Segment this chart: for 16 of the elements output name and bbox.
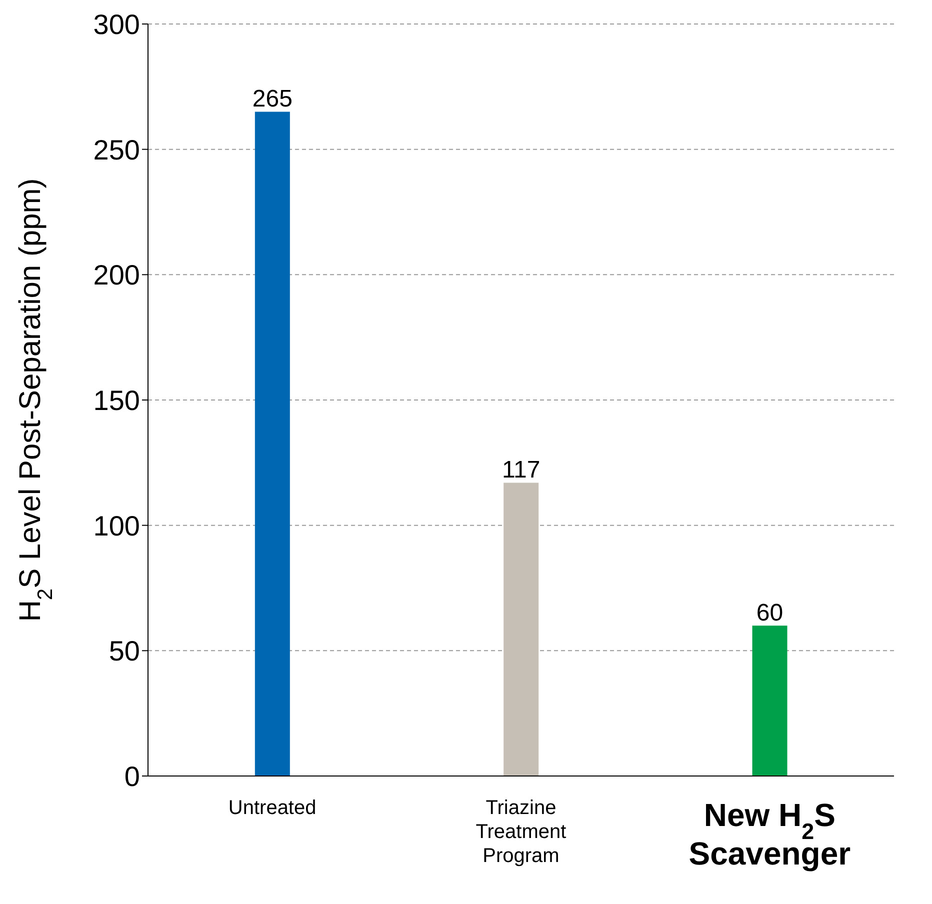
bar: [504, 482, 539, 776]
x-tick-label: Untreated: [228, 797, 316, 819]
data-label: 117: [502, 456, 540, 484]
x-tick-label: New H$_{2}$S Scavenger: [688, 797, 851, 872]
y-tick-label: 50: [108, 636, 140, 667]
y-tick-label: 0: [124, 760, 140, 792]
data-label: 265: [252, 86, 292, 113]
bar: [752, 626, 788, 776]
x-tick-label: Triazine Treatment Program: [476, 797, 567, 867]
y-tick-label: 200: [93, 260, 140, 291]
data-label: 60: [756, 600, 784, 627]
y-tick-label: 150: [93, 384, 140, 416]
bar: [254, 112, 290, 776]
y-tick-label: 100: [93, 510, 140, 542]
y-tick-label: 300: [93, 8, 140, 40]
y-tick-label: 250: [93, 134, 140, 166]
